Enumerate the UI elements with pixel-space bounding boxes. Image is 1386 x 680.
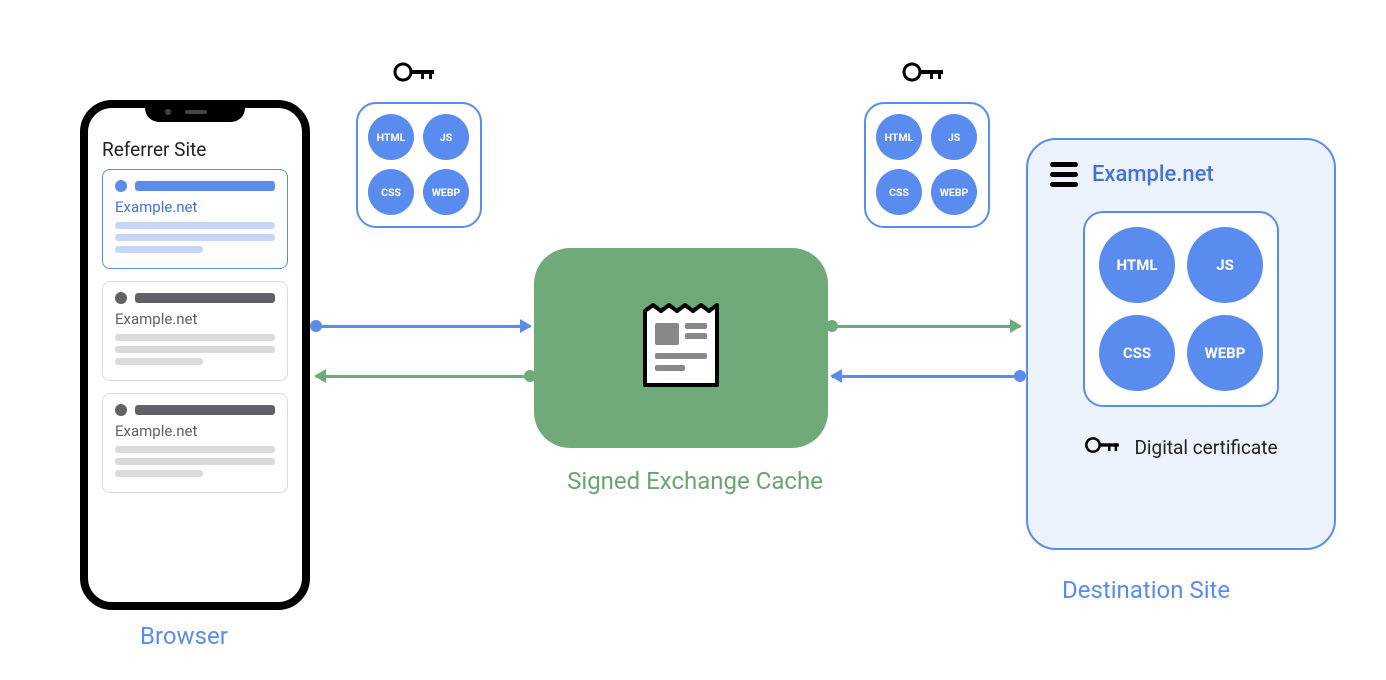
digital-certificate-label: Digital certificate [1134,436,1277,459]
resource-circle: JS [1187,227,1263,303]
signed-exchange-cache-box [534,248,828,448]
destination-site-label: Destination Site [1062,576,1230,604]
resource-circle: CSS [368,169,414,215]
resource-bundle-box: HTMLJSCSSWEBP [356,102,482,228]
phone-notch [145,100,245,122]
phone-content: Referrer Site Example.net Example.net Ex… [88,108,302,519]
resource-bundle-box: HTMLJSCSSWEBP [864,102,990,228]
resource-circle: CSS [1099,315,1175,391]
menu-icon [1050,162,1078,187]
resource-circle: HTML [1099,227,1175,303]
browser-phone: Referrer Site Example.net Example.net Ex… [80,100,310,610]
resource-circle: WEBP [931,169,977,215]
destination-header: Example.net [1050,162,1312,187]
referrer-site-title: Referrer Site [102,138,288,161]
resource-circle: WEBP [1187,315,1263,391]
resource-circle: HTML [368,114,414,160]
key-icon [902,60,946,88]
resource-circle: HTML [876,114,922,160]
destination-resource-bundle: HTMLJSCSSWEBP [1083,211,1279,407]
diagram-stage: Referrer Site Example.net Example.net Ex… [0,0,1386,680]
key-icon [1084,435,1122,459]
browser-label: Browser [140,622,228,650]
resource-circle: WEBP [423,169,469,215]
resource-circle: JS [931,114,977,160]
digital-certificate-row: Digital certificate [1050,435,1312,459]
referrer-card: Example.net [102,393,288,493]
resource-circle: JS [423,114,469,160]
resource-circle: CSS [876,169,922,215]
destination-site-box: Example.net HTMLJSCSSWEBP Digital certif… [1026,138,1336,550]
newspaper-icon [641,303,721,393]
card-site-label: Example.net [115,198,275,216]
cache-label: Signed Exchange Cache [565,465,825,497]
key-icon [393,60,437,88]
referrer-card: Example.net [102,281,288,381]
card-site-label: Example.net [115,310,275,328]
referrer-card: Example.net [102,169,288,269]
destination-site-title: Example.net [1092,162,1214,187]
card-site-label: Example.net [115,422,275,440]
